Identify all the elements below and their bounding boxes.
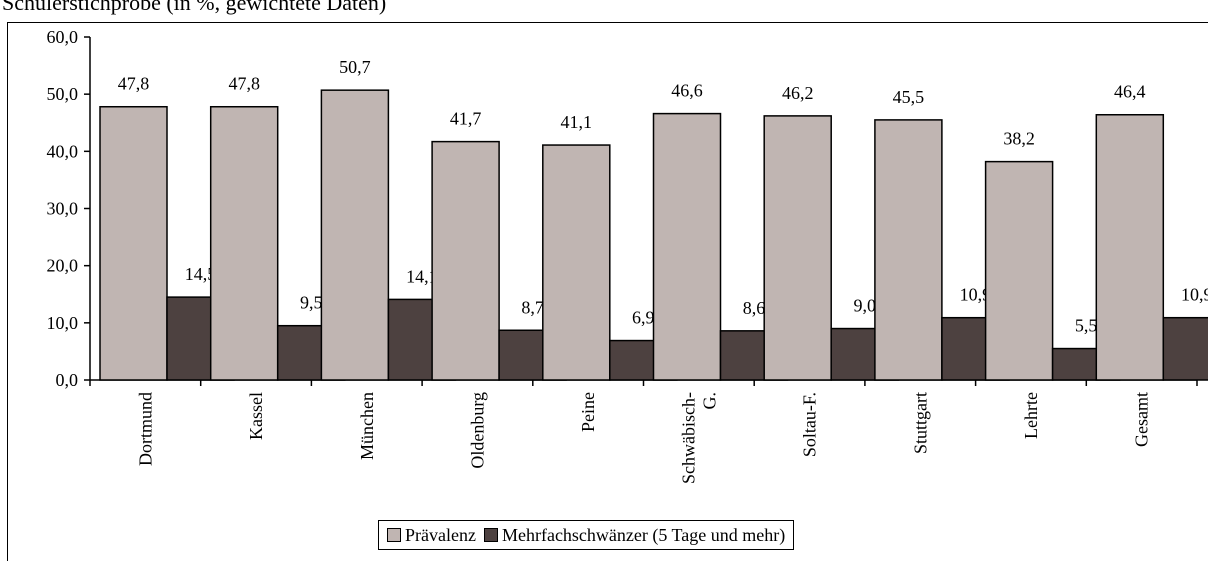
data-label: 46,2 <box>782 83 814 103</box>
legend-label-series-1: Prävalenz <box>405 524 476 545</box>
legend-item-series-2: Mehrfachschwänzer (5 Tage und mehr) <box>483 524 786 546</box>
chart-legend: Prävalenz Mehrfachschwänzer (5 Tage und … <box>378 520 795 550</box>
data-label: 47,8 <box>118 74 150 94</box>
chart-frame <box>7 22 1208 561</box>
legend-swatch-series-1 <box>387 528 401 542</box>
bar <box>542 144 611 381</box>
data-label: 10,9 <box>960 285 992 305</box>
x-tick-label: Stuttgart <box>910 392 930 454</box>
bar <box>1162 316 1208 381</box>
x-tick-label: Dortmund <box>135 392 155 466</box>
legend-item-series-1: Prävalenz <box>387 525 476 546</box>
data-label: 46,4 <box>1114 82 1146 102</box>
y-tick-label: 60,0 <box>47 27 79 47</box>
y-tick-label: 50,0 <box>47 84 79 104</box>
x-tick-label: Schwäbisch-G. <box>678 392 719 484</box>
bar <box>984 160 1054 381</box>
data-label: 8,6 <box>743 298 766 318</box>
y-tick-label: 30,0 <box>47 199 79 219</box>
y-tick-label: 20,0 <box>47 256 79 276</box>
data-label: 50,7 <box>339 57 371 77</box>
data-label: 10,9 <box>1181 285 1208 305</box>
bar <box>320 89 390 381</box>
data-label: 41,7 <box>450 109 482 129</box>
bar <box>431 140 500 381</box>
x-tick-label: Oldenburg <box>467 392 487 469</box>
x-tick-label: München <box>357 392 377 460</box>
bar <box>1095 113 1165 381</box>
legend-label-series-2: Mehrfachschwänzer (5 Tage und mehr) <box>501 524 786 545</box>
x-tick-label: Peine <box>578 392 598 432</box>
data-label: 6,9 <box>632 308 655 328</box>
data-label: 41,1 <box>561 112 593 132</box>
data-label: 38,2 <box>1003 129 1035 149</box>
data-label: 14,5 <box>185 264 217 284</box>
bar <box>763 115 832 381</box>
x-tick-label: Gesamt <box>1132 392 1152 447</box>
data-label: 14,1 <box>406 266 438 286</box>
data-label: 46,6 <box>671 81 703 101</box>
y-tick-label: 10,0 <box>47 313 79 333</box>
chart-title: Schülerstichprobe (in %, gewichtete Date… <box>2 0 387 15</box>
bar <box>99 105 168 381</box>
data-label: 9,5 <box>300 293 323 313</box>
y-tick-label: 40,0 <box>47 141 79 161</box>
y-tick-label: 0,0 <box>56 370 79 390</box>
bar <box>874 119 943 381</box>
legend-swatch-series-2 <box>483 528 498 542</box>
data-label: 9,0 <box>853 296 876 316</box>
data-label: 5,5 <box>1075 316 1098 336</box>
bar <box>652 112 722 381</box>
data-label: 8,7 <box>521 297 544 317</box>
data-label: 45,5 <box>893 87 925 107</box>
data-label: 47,8 <box>228 74 260 94</box>
x-tick-label: Kassel <box>246 392 266 440</box>
x-tick-label: Soltau-F. <box>800 392 820 457</box>
bar <box>209 105 279 381</box>
x-tick-label: Lehrte <box>1021 392 1041 439</box>
